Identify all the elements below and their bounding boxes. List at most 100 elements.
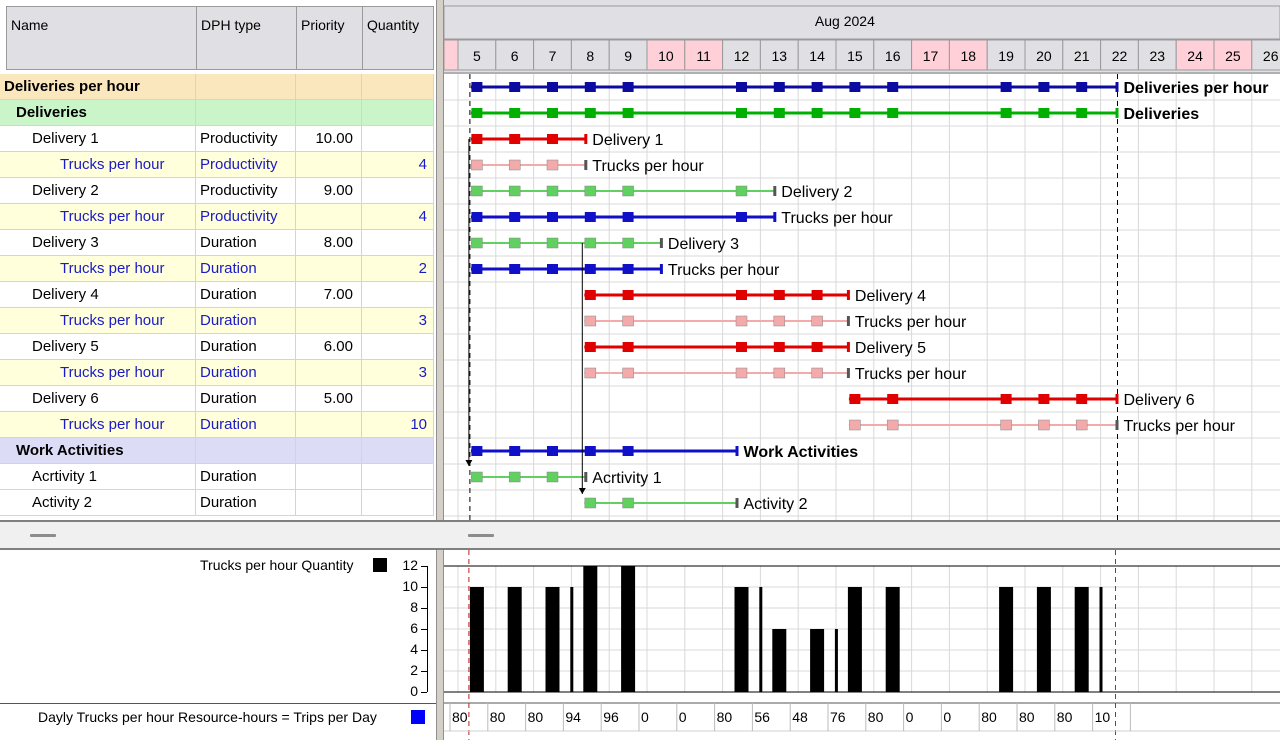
row-priority-cell[interactable] [296, 74, 362, 100]
row-name-cell[interactable]: Trucks per hour [0, 308, 196, 334]
row-quantity-cell[interactable]: 3 [362, 308, 434, 334]
row-dph-cell[interactable]: Duration [196, 490, 296, 516]
row-priority-cell[interactable]: 8.00 [296, 230, 362, 256]
timeline-day-cell[interactable] [1175, 39, 1215, 71]
row-dph-cell[interactable]: Productivity [196, 126, 296, 152]
row-quantity-cell[interactable]: 4 [362, 152, 434, 178]
row-quantity-cell[interactable]: 10 [362, 412, 434, 438]
row-quantity-cell[interactable] [362, 438, 434, 464]
row-dph-cell[interactable]: Duration [196, 360, 296, 386]
task-row[interactable]: Work Activities [0, 438, 434, 464]
timeline-day-cell[interactable] [1024, 39, 1064, 71]
timeline-day-cell[interactable] [722, 39, 761, 71]
row-name-cell[interactable]: Delivery 6 [0, 386, 196, 412]
gantt-bar[interactable] [584, 345, 849, 349]
timeline-day-cell[interactable] [1137, 39, 1177, 71]
gantt-bar[interactable] [848, 424, 1118, 426]
task-row[interactable]: Delivery 3 Duration 8.00 [0, 230, 434, 256]
row-priority-cell[interactable] [296, 360, 362, 386]
row-priority-cell[interactable]: 10.00 [296, 126, 362, 152]
timeline-day-cell[interactable] [873, 39, 913, 71]
row-priority-cell[interactable] [296, 152, 362, 178]
row-priority-cell[interactable]: 7.00 [296, 282, 362, 308]
timeline-day-cell[interactable] [608, 39, 648, 71]
task-row[interactable]: Delivery 6 Duration 5.00 [0, 386, 434, 412]
row-priority-cell[interactable]: 9.00 [296, 178, 362, 204]
row-quantity-cell[interactable]: 3 [362, 360, 434, 386]
task-row[interactable]: Deliveries per hour [0, 74, 434, 100]
row-name-cell[interactable]: Acrtivity 1 [0, 464, 196, 490]
row-name-cell[interactable]: Deliveries per hour [0, 74, 196, 100]
gantt-bar[interactable] [584, 293, 849, 297]
timeline-day-cell[interactable] [495, 39, 535, 71]
task-row[interactable]: Delivery 2 Productivity 9.00 [0, 178, 434, 204]
gantt-bar[interactable] [470, 111, 1118, 115]
row-dph-cell[interactable]: Duration [196, 386, 296, 412]
row-dph-cell[interactable] [196, 438, 296, 464]
row-priority-cell[interactable]: 6.00 [296, 334, 362, 360]
task-row[interactable]: Trucks per hour Duration 10 [0, 412, 434, 438]
row-name-cell[interactable]: Trucks per hour [0, 152, 196, 178]
row-quantity-cell[interactable] [362, 74, 434, 100]
timeline-day-cell[interactable] [948, 39, 988, 71]
row-quantity-cell[interactable]: 2 [362, 256, 434, 282]
row-quantity-cell[interactable] [362, 334, 434, 360]
row-priority-cell[interactable]: 5.00 [296, 386, 362, 412]
row-priority-cell[interactable] [296, 490, 362, 516]
task-row[interactable]: Delivery 4 Duration 7.00 [0, 282, 434, 308]
row-name-cell[interactable]: Deliveries [0, 100, 196, 126]
gantt-bar[interactable] [584, 320, 849, 322]
row-quantity-cell[interactable]: 4 [362, 204, 434, 230]
row-dph-cell[interactable]: Duration [196, 282, 296, 308]
gantt-bar[interactable] [470, 242, 662, 244]
task-row[interactable]: Trucks per hour Duration 2 [0, 256, 434, 282]
row-priority-cell[interactable] [296, 412, 362, 438]
row-priority-cell[interactable] [296, 464, 362, 490]
splitter-grip-right[interactable] [468, 534, 494, 537]
col-header-quantity[interactable]: Quantity [362, 6, 434, 70]
row-dph-cell[interactable]: Duration [196, 230, 296, 256]
row-priority-cell[interactable] [296, 308, 362, 334]
col-header-name[interactable]: Name [6, 6, 197, 70]
row-dph-cell[interactable]: Duration [196, 464, 296, 490]
row-dph-cell[interactable]: Duration [196, 308, 296, 334]
row-quantity-cell[interactable] [362, 178, 434, 204]
row-dph-cell[interactable]: Productivity [196, 204, 296, 230]
timeline-day-cell[interactable] [986, 39, 1026, 71]
timeline-day-cell[interactable] [646, 39, 686, 71]
row-quantity-cell[interactable] [362, 464, 434, 490]
horizontal-splitter[interactable] [0, 520, 1280, 550]
row-name-cell[interactable]: Delivery 1 [0, 126, 196, 152]
timeline-day-cell[interactable] [533, 39, 572, 71]
timeline-day-cell[interactable] [1213, 39, 1253, 71]
row-priority-cell[interactable] [296, 256, 362, 282]
row-name-cell[interactable]: Delivery 3 [0, 230, 196, 256]
row-dph-cell[interactable]: Duration [196, 412, 296, 438]
row-priority-cell[interactable] [296, 100, 362, 126]
row-dph-cell[interactable] [196, 100, 296, 126]
timeline-day-cell[interactable] [1100, 39, 1139, 71]
row-quantity-cell[interactable] [362, 230, 434, 256]
col-header-priority[interactable]: Priority [296, 6, 363, 70]
row-quantity-cell[interactable] [362, 490, 434, 516]
timeline-day-cell[interactable] [1062, 39, 1102, 71]
gantt-bar[interactable] [470, 137, 587, 141]
splitter-grip-left[interactable] [30, 534, 56, 537]
row-priority-cell[interactable] [296, 204, 362, 230]
task-row[interactable]: Trucks per hour Duration 3 [0, 360, 434, 386]
row-quantity-cell[interactable] [362, 100, 434, 126]
row-dph-cell[interactable]: Productivity [196, 152, 296, 178]
timeline-day-cell[interactable] [797, 39, 837, 71]
row-name-cell[interactable]: Delivery 4 [0, 282, 196, 308]
row-name-cell[interactable]: Trucks per hour [0, 412, 196, 438]
task-row[interactable]: Delivery 5 Duration 6.00 [0, 334, 434, 360]
row-quantity-cell[interactable] [362, 282, 434, 308]
timeline-day-cell[interactable] [684, 39, 724, 71]
task-row[interactable]: Deliveries [0, 100, 434, 126]
row-quantity-cell[interactable] [362, 386, 434, 412]
row-dph-cell[interactable]: Duration [196, 256, 296, 282]
row-name-cell[interactable]: Delivery 2 [0, 178, 196, 204]
row-quantity-cell[interactable] [362, 126, 434, 152]
row-name-cell[interactable]: Delivery 5 [0, 334, 196, 360]
gantt-bar[interactable] [584, 372, 849, 374]
